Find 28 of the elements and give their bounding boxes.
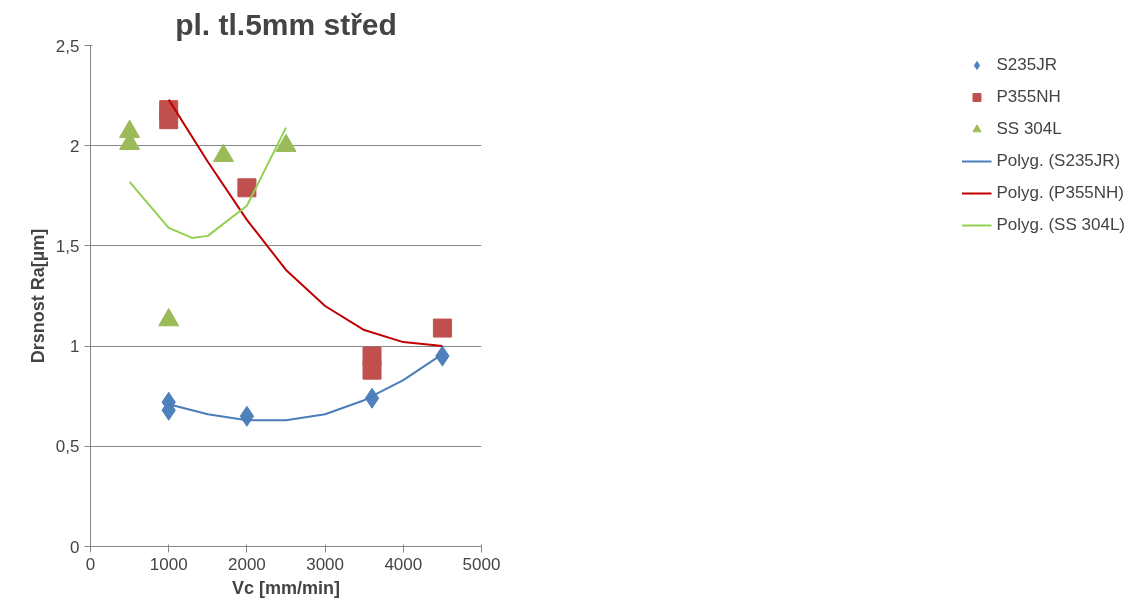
legend-label: S235JR — [996, 55, 1057, 75]
y-tick-label: 2,5 — [55, 36, 80, 56]
point — [158, 308, 180, 327]
line-series — [128, 126, 287, 239]
point — [239, 405, 255, 427]
point — [362, 360, 382, 380]
x-tick-label: 4000 — [384, 554, 423, 574]
x-axis-title: Vc [mm/min] — [231, 577, 341, 598]
y-tick-label: 1,5 — [55, 236, 80, 256]
x-tick-label: 3000 — [306, 554, 345, 574]
x-tick-label: 0 — [85, 554, 96, 574]
chart-title: pl. tl.5mm střed — [175, 7, 397, 41]
legend-label: SS 304L — [996, 119, 1062, 139]
point — [275, 133, 297, 152]
y-tick-label: 1 — [70, 337, 80, 357]
legend-label: Polyg. (P355NH) — [996, 183, 1125, 203]
x-tick-label: 5000 — [462, 554, 501, 574]
legend-label: P355NH — [996, 87, 1061, 107]
x-tick-label: 2000 — [227, 554, 266, 574]
point — [432, 318, 452, 338]
point — [212, 143, 234, 162]
y-axis-title: Drsnost Ra[µm] — [27, 228, 48, 364]
y-tick-label: 0 — [70, 537, 80, 557]
legend-label: Polyg. (S235JR) — [996, 151, 1121, 171]
x-tick-label: 1000 — [149, 554, 188, 574]
y-tick-label: 0,5 — [55, 437, 80, 457]
legend-label: Polyg. (SS 304L) — [996, 215, 1125, 235]
y-tick-label: 2 — [70, 136, 80, 156]
